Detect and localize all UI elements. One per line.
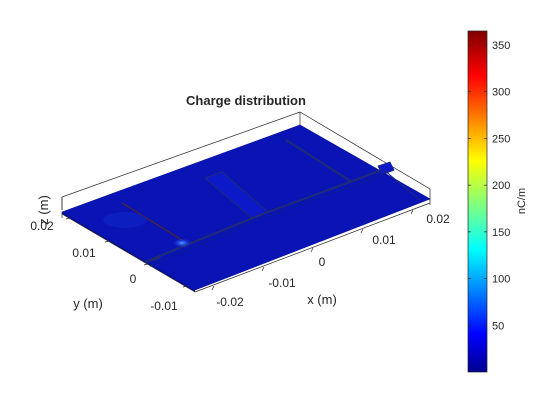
chart-title: Charge distribution	[186, 93, 306, 108]
z-axis-label: z (m)	[36, 195, 51, 225]
charge-hotspot	[172, 238, 192, 248]
axes-box	[61, 111, 431, 210]
x-tick-labels: -0.02 -0.01 0 0.01 0.02	[216, 212, 450, 309]
x-tick-mark	[211, 285, 215, 291]
colorbar: 50 100 150 200 250 300 350 nC/m	[467, 30, 528, 373]
x-tick-label: 0.02	[426, 212, 450, 226]
x-tick-label: -0.02	[216, 295, 244, 309]
x-tick-mark	[410, 209, 414, 215]
colorbar-tick-label: 200	[492, 180, 510, 192]
x-axis	[61, 199, 431, 293]
y-tick-label: -0.01	[150, 299, 178, 313]
x-tick-label: 0	[319, 255, 326, 269]
y-tick-mark	[104, 240, 110, 243]
colorbar-gradient	[467, 30, 488, 373]
colorbar-tick-label: 350	[492, 40, 510, 52]
colorbar-tick-label: 250	[492, 133, 510, 145]
y-axis-label: y (m)	[73, 296, 103, 311]
x-axis-label: x (m)	[307, 292, 337, 307]
colorbar-tick-label: 300	[492, 87, 510, 99]
y-tick-mark	[182, 285, 188, 288]
x-tick-label: -0.01	[268, 276, 296, 290]
antenna-traces	[103, 139, 421, 267]
y-tick-labels: -0.01 0 0.01 0.02	[30, 219, 178, 313]
colorbar-label: nC/m	[516, 188, 528, 214]
y-tick-label: 0.02	[30, 219, 54, 233]
x-tick-mark	[360, 228, 364, 234]
colorbar-tick-label: 150	[492, 227, 510, 239]
y-tick-label: 0	[130, 272, 137, 286]
x-tick-label: 0.01	[372, 233, 396, 247]
x-tick-mark	[310, 247, 314, 253]
x-tick-marks	[211, 209, 414, 291]
colorbar-tick-label: 100	[492, 274, 510, 286]
y-tick-label: 0.01	[72, 246, 96, 260]
y-tick-mark	[143, 263, 149, 266]
colorbar-ticks: 50 100 150 200 250 300 350	[468, 40, 510, 332]
y-tick-mark	[65, 217, 71, 220]
x-tick-mark	[261, 266, 265, 272]
y-tick-marks	[65, 217, 188, 288]
colorbar-tick-label: 50	[492, 320, 504, 332]
